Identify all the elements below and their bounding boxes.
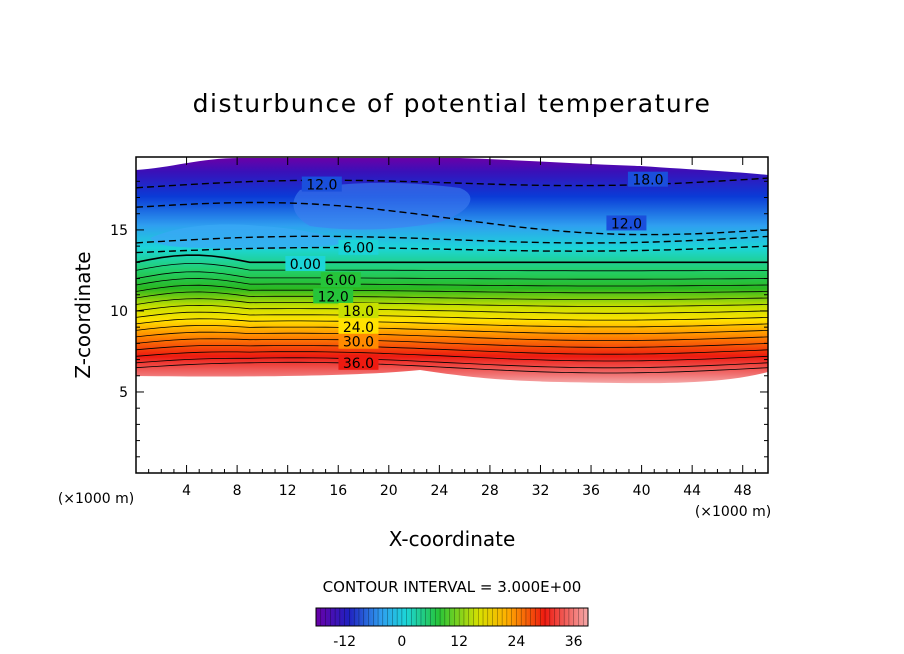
contour-lines bbox=[136, 177, 768, 374]
contour-line-solid bbox=[136, 298, 768, 307]
contour-line-solid bbox=[136, 254, 768, 264]
colorbar-tick-label: -12 bbox=[333, 634, 356, 650]
y-tick-label: 15 bbox=[110, 223, 128, 239]
y-axis-label: Z-coordinate bbox=[71, 251, 95, 378]
x-tick-label: 44 bbox=[683, 483, 701, 499]
x-tick-label: 12 bbox=[279, 483, 297, 499]
contour-label-bg bbox=[338, 319, 379, 335]
contour-label-bg bbox=[301, 176, 342, 192]
x-unit-right: (×1000 m) bbox=[695, 504, 771, 520]
contour-interval-text: CONTOUR INTERVAL = 3.000E+00 bbox=[323, 578, 582, 596]
contour-line-solid bbox=[136, 361, 768, 374]
contour-label-bg bbox=[338, 354, 379, 370]
colorbar-ticks: -12 0 12 24 36 bbox=[333, 634, 582, 650]
contour-label-bg bbox=[285, 255, 326, 271]
contour-label: 12.0 bbox=[318, 289, 349, 305]
contour-line-dashed bbox=[136, 235, 768, 244]
contour-line-dashed bbox=[136, 201, 768, 236]
contour-line-solid bbox=[136, 271, 768, 280]
x-axis-ticks: 4 8 12 16 20 24 28 32 36 40 44 48 bbox=[148, 157, 756, 499]
y-axis-ticks: 5 10 15 bbox=[110, 180, 768, 458]
contour-label: 18.0 bbox=[632, 173, 663, 189]
contour-line-solid bbox=[136, 304, 768, 314]
contour-line-solid bbox=[136, 325, 768, 335]
contour-line-solid bbox=[136, 263, 768, 272]
x-tick-label: 48 bbox=[734, 483, 752, 499]
contour-line-solid bbox=[136, 338, 768, 348]
colorbar-tick-label: 12 bbox=[450, 634, 468, 650]
contour-label-bg bbox=[320, 272, 361, 288]
contour-label: 6.00 bbox=[343, 241, 374, 257]
x-tick-label: 20 bbox=[380, 483, 398, 499]
x-tick-label: 4 bbox=[182, 483, 191, 499]
x-tick-label: 28 bbox=[481, 483, 499, 499]
contour-label: 6.00 bbox=[325, 273, 356, 289]
x-tick-label: 8 bbox=[233, 483, 242, 499]
x-tick-label: 40 bbox=[633, 483, 651, 499]
contour-label-bg bbox=[313, 288, 354, 304]
contour-label: 30.0 bbox=[343, 335, 374, 351]
contour-label: 0.00 bbox=[290, 257, 321, 273]
chart-title: disturbunce of potential temperature bbox=[193, 89, 712, 118]
contour-label-bg bbox=[338, 302, 379, 318]
x-unit-left: (×1000 m) bbox=[58, 491, 134, 507]
colorbar-bins bbox=[320, 608, 584, 626]
colorbar-tick-label: 0 bbox=[397, 634, 406, 650]
contour-line-solid bbox=[136, 278, 768, 287]
contour-label-bg bbox=[627, 171, 668, 187]
contour-line-dashed bbox=[136, 245, 768, 254]
field-layer bbox=[136, 158, 768, 384]
contour-line-solid bbox=[136, 331, 768, 341]
x-tick-label: 16 bbox=[329, 483, 347, 499]
contour-line-solid bbox=[136, 357, 768, 369]
colorbar bbox=[315, 607, 589, 627]
contour-labels: 18.012.012.06.000.006.0012.018.024.030.0… bbox=[285, 171, 668, 372]
contour-line-dashed bbox=[136, 177, 768, 189]
contour-label: 36.0 bbox=[343, 356, 374, 372]
colorbar-tick-label: 36 bbox=[565, 634, 583, 650]
field-cold-pocket-2 bbox=[293, 182, 471, 230]
contour-line-solid bbox=[136, 284, 768, 294]
y-tick-label: 5 bbox=[119, 385, 128, 401]
x-tick-label: 36 bbox=[582, 483, 600, 499]
contour-label: 18.0 bbox=[343, 304, 374, 320]
y-tick-label: 10 bbox=[110, 304, 128, 320]
contour-label: 24.0 bbox=[343, 320, 374, 336]
contour-label-bg bbox=[338, 333, 379, 349]
contour-line-solid bbox=[136, 291, 768, 300]
contour-line-solid bbox=[136, 318, 768, 328]
x-tick-label: 32 bbox=[532, 483, 550, 499]
contour-label: 12.0 bbox=[306, 178, 337, 194]
contour-label-bg bbox=[606, 215, 647, 231]
contour-label-bg bbox=[338, 239, 379, 255]
contour-line-solid bbox=[136, 351, 768, 362]
x-tick-label: 24 bbox=[430, 483, 448, 499]
colorbar-tick-label: 24 bbox=[508, 634, 526, 650]
contour-line-solid bbox=[136, 345, 768, 355]
contour-label: 12.0 bbox=[611, 216, 642, 232]
x-axis-label: X-coordinate bbox=[389, 527, 516, 551]
contour-line-solid bbox=[136, 311, 768, 321]
